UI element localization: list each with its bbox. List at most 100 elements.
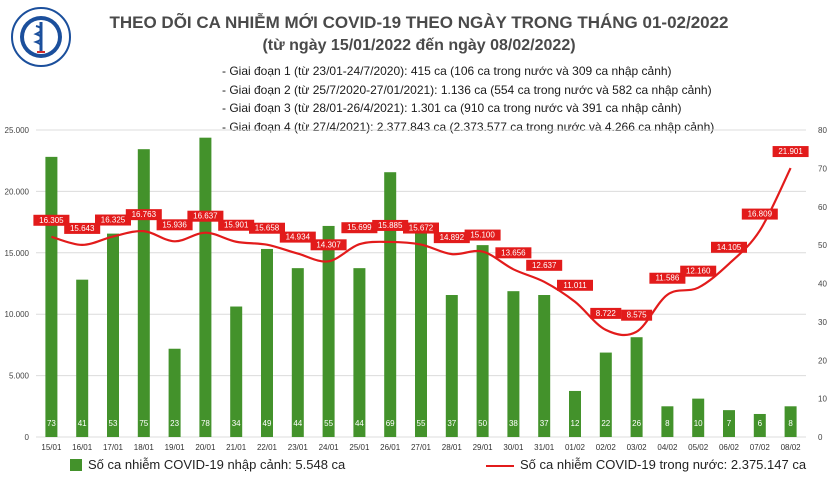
right-tick-label: 60 [818, 203, 827, 212]
line-label-box [433, 232, 470, 244]
right-tick-label: 70 [818, 164, 827, 173]
bar [569, 390, 581, 437]
line-label-box [372, 219, 409, 231]
bar-value-label: 55 [324, 419, 333, 428]
x-tick-label: 04/02 [657, 443, 678, 452]
line-label-box [621, 309, 653, 321]
bar-value-label: 23 [170, 419, 179, 428]
legend-bar: Số ca nhiễm COVID-19 nhập cảnh: 5.548 ca [70, 457, 345, 472]
bar-value-label: 8 [788, 419, 793, 428]
bar [199, 137, 212, 438]
bar [261, 248, 273, 437]
line-label-box [711, 241, 747, 253]
line-value-label: 15.100 [470, 231, 495, 240]
bar-value-label: 38 [509, 419, 518, 428]
chart-subtitle: (từ ngày 15/01/2022 đến ngày 08/02/2022) [262, 37, 576, 54]
note-line: - Giai đoạn 2 (từ 25/7/2020-27/01/2021):… [222, 82, 712, 97]
line-label-box [156, 219, 193, 231]
x-tick-label: 28/01 [442, 443, 463, 452]
bar [445, 295, 458, 437]
bar-value-label: 73 [47, 419, 56, 428]
bar-value-label: 8 [665, 419, 670, 428]
series-line [51, 167, 792, 337]
right-tick-label: 30 [818, 318, 827, 327]
line-label-box [64, 222, 101, 234]
x-tick-label: 03/02 [627, 443, 648, 452]
x-tick-label: 23/01 [288, 443, 309, 452]
x-tick-label: 02/02 [596, 443, 617, 452]
bar-value-label: 26 [632, 419, 641, 428]
right-tick-label: 80 [818, 126, 827, 135]
line-label-box [33, 214, 70, 226]
bar-value-label: 34 [232, 419, 241, 428]
line-label-box [310, 239, 347, 251]
bar-value-label: 37 [447, 419, 456, 428]
legend-line: Số ca nhiễm COVID-19 trong nước: 2.375.1… [486, 457, 806, 472]
x-tick-label: 01/02 [565, 443, 586, 452]
x-tick-label: 22/01 [257, 443, 278, 452]
bar [661, 406, 674, 437]
bar-value-label: 69 [386, 419, 395, 428]
bar-value-label: 22 [601, 419, 610, 428]
bar-value-label: 6 [758, 419, 763, 428]
right-tick-label: 50 [818, 241, 827, 250]
line-value-label: 15.901 [224, 221, 249, 230]
line-label-box [125, 209, 162, 221]
line-label-box [526, 259, 563, 271]
x-tick-label: 26/01 [380, 443, 401, 452]
x-tick-label: 07/02 [750, 443, 771, 452]
x-tick-label: 21/01 [226, 443, 247, 452]
bar-value-label: 37 [540, 419, 549, 428]
bar-value-label: 41 [78, 419, 87, 428]
bar-value-label: 78 [201, 419, 210, 428]
line-label-box [218, 219, 255, 231]
bar [599, 352, 612, 437]
x-tick-label: 30/01 [503, 443, 524, 452]
line-label-box [341, 222, 378, 234]
x-tick-label: 08/02 [781, 443, 802, 452]
x-tick-label: 20/01 [195, 443, 216, 452]
bar [630, 337, 643, 437]
line-value-label: 8.575 [627, 311, 648, 320]
bar [291, 268, 304, 437]
x-tick-label: 31/01 [534, 443, 555, 452]
bar [137, 149, 150, 437]
chart-title: THEO DÕI CA NHIỄM MỚI COVID-19 THEO NGÀY… [109, 13, 729, 32]
bar-value-label: 44 [355, 419, 364, 428]
line-value-label: 15.936 [162, 220, 187, 229]
x-tick-label: 17/01 [103, 443, 124, 452]
legend-bar-swatch [70, 458, 82, 471]
bar [753, 413, 766, 437]
bar [230, 306, 243, 437]
line-value-label: 15.672 [409, 224, 434, 233]
bar-value-label: 50 [478, 419, 487, 428]
left-tick-label: 25.000 [5, 126, 30, 135]
bar [76, 279, 89, 437]
bar [322, 225, 335, 437]
line-value-label: 21.901 [778, 147, 803, 156]
right-tick-label: 10 [818, 395, 827, 404]
line-label-box [557, 279, 593, 291]
ministry-of-health-logo [11, 7, 71, 67]
bar [723, 410, 735, 437]
line-value-label: 15.658 [255, 224, 280, 233]
right-tick-label: 40 [818, 280, 827, 289]
bar [45, 156, 58, 438]
x-tick-label: 16/01 [72, 443, 93, 452]
left-tick-label: 5.000 [9, 372, 30, 381]
line-value-label: 11.011 [563, 281, 587, 290]
line-value-label: 15.885 [378, 221, 403, 230]
left-tick-label: 0 [25, 433, 30, 442]
x-tick-label: 27/01 [411, 443, 432, 452]
x-tick-label: 25/01 [349, 443, 370, 452]
bar [507, 291, 520, 437]
line-label-box [187, 210, 224, 222]
line-value-label: 16.809 [748, 210, 773, 219]
line-label-box [680, 265, 717, 277]
line-value-label: 12.160 [686, 267, 711, 276]
line-label-box [249, 222, 285, 234]
note-line: - Giai đoạn 3 (từ 28/01-26/4/2021): 1.30… [222, 101, 682, 115]
bar-value-label: 12 [571, 419, 580, 428]
line-label-box [464, 229, 501, 241]
